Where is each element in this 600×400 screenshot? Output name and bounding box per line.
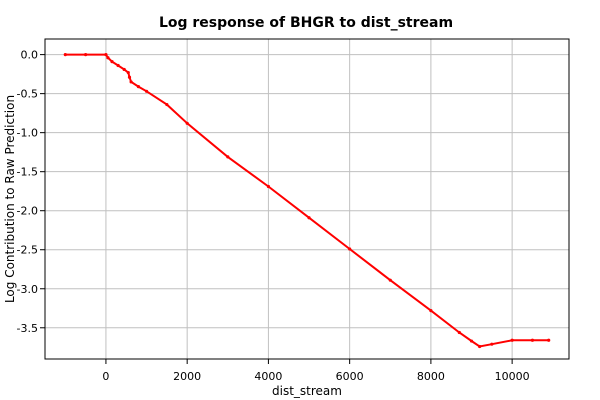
plot-frame [44, 38, 570, 360]
data-point [144, 89, 149, 93]
data-point [307, 216, 311, 220]
y-tick-label: -1.5 [17, 166, 38, 179]
data-point [126, 70, 130, 75]
data-point [63, 53, 67, 57]
data-point [388, 278, 392, 282]
data-point [547, 338, 551, 342]
data-point [106, 56, 110, 60]
y-tick-label: -2.5 [17, 244, 38, 257]
y-axis-label: Log Contribution to Raw Prediction [3, 95, 17, 303]
data-point [104, 53, 108, 57]
data-point [266, 184, 271, 189]
x-tick-label: 0 [102, 370, 109, 383]
data-point [116, 63, 120, 68]
data-point [226, 155, 230, 159]
data-point [469, 339, 474, 343]
chart-title: Log response of BHGR to dist_stream [159, 15, 453, 31]
data-point [129, 80, 133, 84]
grid-layer [45, 39, 569, 359]
data-point [110, 60, 114, 64]
x-tick-label: 10000 [495, 370, 530, 383]
data-point [530, 338, 535, 342]
x-tick-label: 4000 [254, 370, 282, 383]
data-point [127, 75, 132, 79]
x-tick-label: 6000 [336, 370, 364, 383]
ticks-layer: 0 2000 4000 6000 8000 10000 0.0 -0.5 -1.0 -1.5 -2.… [17, 49, 530, 383]
y-tick-label: -2.0 [17, 205, 38, 218]
data-point [478, 344, 482, 349]
x-tick-label: 2000 [173, 370, 201, 383]
series-layer [63, 53, 551, 349]
data-point [457, 330, 461, 335]
y-tick-label: -0.5 [17, 88, 38, 101]
y-tick-label: -1.0 [17, 127, 38, 140]
data-point [136, 85, 141, 89]
data-point [429, 309, 433, 313]
y-tick-label: -3.0 [17, 283, 38, 296]
y-tick-label: 0.0 [21, 49, 39, 62]
data-point [84, 53, 88, 57]
data-point [122, 67, 126, 72]
x-axis-label: dist_stream [272, 384, 342, 398]
data-point [185, 121, 189, 125]
x-tick-label: 8000 [417, 370, 445, 383]
series-line [65, 53, 549, 348]
data-point [348, 247, 352, 251]
data-point [165, 102, 169, 107]
data-point [490, 342, 494, 346]
y-tick-label: -3.5 [17, 322, 38, 335]
data-point [510, 338, 514, 342]
